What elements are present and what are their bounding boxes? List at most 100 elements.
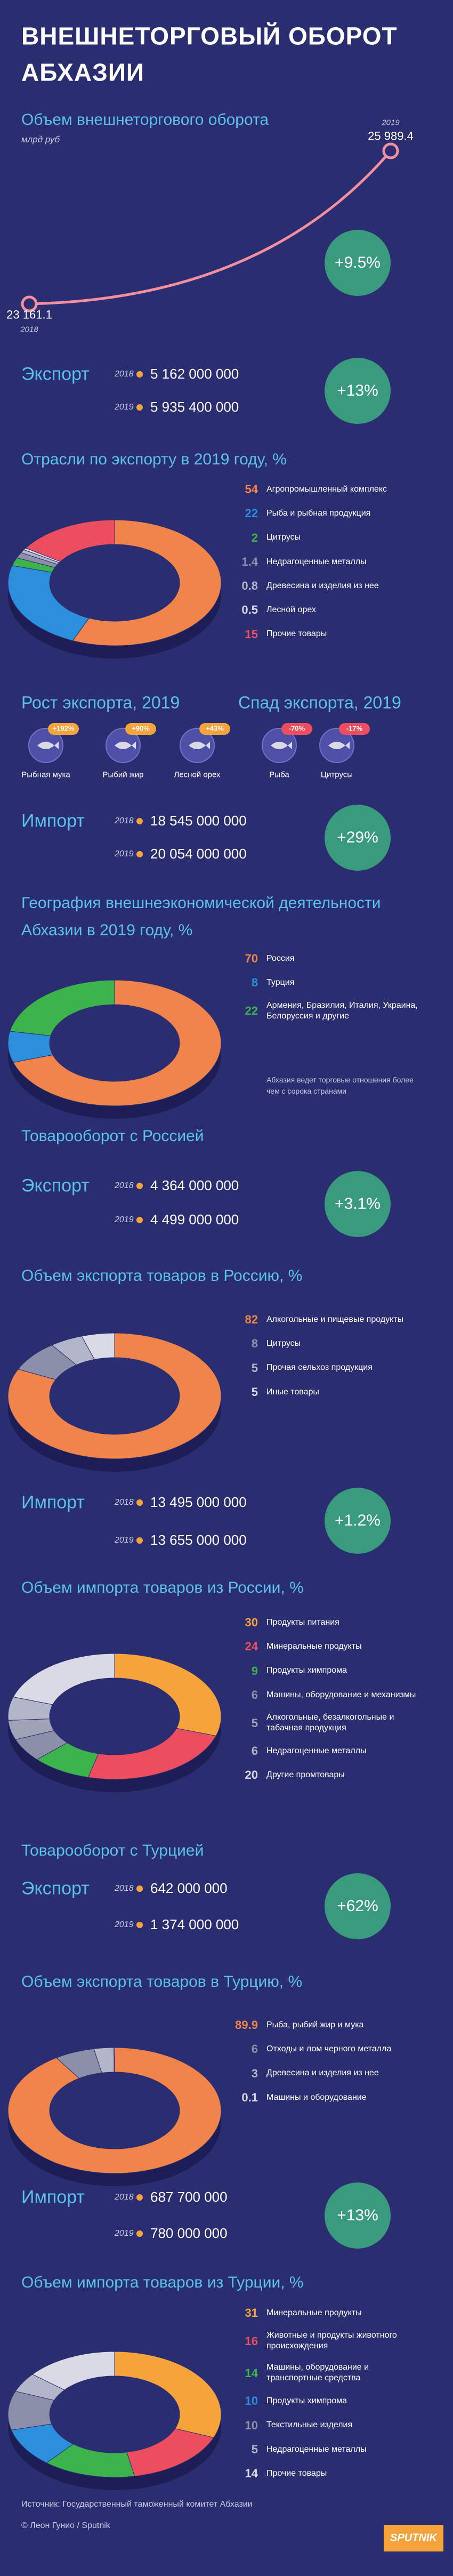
legend: 54 Агропромышленный комплекс 22 Рыба и рыбн… [224, 483, 442, 641]
amount: 13 495 000 000 [150, 1494, 247, 1511]
legend-value: 70 [245, 952, 258, 965]
legend-label: Машины и оборудование [266, 2092, 367, 2102]
legend-item: 31 Минеральные продукты [224, 2306, 442, 2320]
change-badge [281, 723, 312, 735]
year: 2018 [115, 1497, 134, 1507]
legend-label: Цитрусы [266, 533, 301, 542]
bullet [136, 1183, 143, 1189]
bullet [136, 1537, 143, 1544]
legend-item: 6 Отходы и лом черного металла [224, 2042, 442, 2056]
change-label: +43% [206, 724, 224, 733]
change-value: +1.2% [335, 1511, 381, 1529]
amount: 780 000 000 [150, 2225, 228, 2242]
legend-value: 24 [245, 1640, 258, 1654]
legend-item: 2 Цитрусы [224, 531, 442, 544]
legend-item: 5 Недрагоценные металлы [224, 2443, 442, 2456]
legend-item: 30 Продукты питания [224, 1616, 442, 1629]
change-circle [325, 805, 391, 871]
bullet [136, 818, 143, 824]
bullet [136, 2230, 143, 2237]
x-label: 2019 [382, 118, 400, 127]
donut-segment [72, 519, 222, 646]
legend-label: Машины, оборудование и транспортные сред… [266, 2363, 369, 2383]
legend-label: Продукты химпрома [266, 1666, 347, 1675]
page-title: ВНЕШНЕТОРГОВЫЙ ОБОРОТ [21, 22, 398, 50]
legend: 89.9 Рыба, рыбий жир и мука 6 Отходы и лом … [224, 2018, 442, 2104]
legend-value: 1.4 [241, 555, 258, 568]
donut-hole [50, 2072, 180, 2149]
legend-label: Продукты питания [266, 1617, 339, 1627]
icon-glyph [271, 742, 292, 749]
change-circle [325, 1171, 391, 1237]
legend-item: 82 Алкогольные и пищевые продукты [224, 1313, 442, 1326]
legend-value: 0.1 [241, 2090, 258, 2104]
chart-title: Объем экспорта товаров в Турцию, % [21, 1973, 303, 1991]
legend-value: 5 [251, 1716, 258, 1730]
legend-item: 22 Армения, Бразилия, Италия, Украина, Бе… [224, 1000, 442, 1022]
bullet [136, 371, 143, 378]
change-label: +90% [132, 724, 150, 733]
change-value: +29% [337, 828, 378, 846]
donut-hole [50, 544, 180, 621]
legend-item: 10 Продукты химпрома [224, 2394, 442, 2408]
legend-item: 3 Древесина и изделия из нее [224, 2067, 442, 2080]
legend-label: Армения, Бразилия, Италия, Украина, Бело… [266, 1000, 418, 1021]
change-badge [48, 723, 79, 735]
donut-hole [50, 1358, 180, 1434]
amount: 20 054 000 000 [150, 846, 247, 862]
growth-title: Рост экспорта, 2019 [21, 693, 180, 712]
year: 2019 [115, 1215, 134, 1224]
chart-title: Объем импорта товаров из России, % [21, 1579, 304, 1596]
change-value: +9.5% [335, 253, 381, 271]
change-circle [325, 230, 391, 296]
legend-label: Минеральные продукты [266, 1641, 362, 1651]
legend-label: Минеральные продукты [266, 2308, 362, 2317]
legend: 70 Россия 8 Турция 22 Армения, Бразилия, Итал… [224, 952, 442, 1022]
bullet [136, 1499, 143, 1506]
legend-label: Иные товары [266, 1387, 319, 1397]
legend-value: 0.5 [241, 603, 258, 617]
line-point [382, 142, 399, 159]
legend-value: 5 [251, 2442, 258, 2456]
legend: 31 Минеральные продукты 16 Животные и проду… [224, 2306, 442, 2480]
amount: 1 374 000 000 [150, 1916, 239, 1933]
legend-item: 8 Турция [224, 976, 442, 989]
legend: 30 Продукты питания 24 Минеральные продукты… [224, 1616, 442, 1782]
legend-label: Недрагоценные металлы [266, 557, 367, 566]
year: 2019 [115, 402, 134, 412]
legend-item: 8 Цитрусы [224, 1337, 442, 1350]
bullet [136, 851, 143, 857]
year: 2018 [115, 816, 134, 825]
legend-item: 1.4 Недрагоценные металлы [224, 555, 442, 568]
amount: 4 364 000 000 [150, 1177, 239, 1194]
legend-label: Недрагоценные металлы [266, 2444, 367, 2454]
legend-value: 14 [245, 2467, 258, 2481]
growth-label: Рыбий жир [102, 770, 144, 780]
legend-value: 6 [251, 1744, 258, 1758]
change-circle [325, 358, 391, 424]
legend-item: 20 Другие промтовары [224, 1768, 442, 1781]
legend-value: 0.8 [241, 579, 258, 593]
change-value: +62% [337, 1897, 378, 1915]
legend-item: 6 Недрагоценные металлы [224, 1744, 442, 1758]
section-heading: Товарооборот с Россией [21, 1127, 204, 1145]
legend-label: Древесина и изделия из нее [266, 2068, 379, 2078]
legend: 82 Алкогольные и пищевые продукты 8 Цитрусы… [224, 1313, 442, 1399]
line [29, 150, 392, 306]
legend-value: 10 [245, 2418, 258, 2432]
legend-item: 10 Текстильные изделия [224, 2419, 442, 2432]
trade-label: Импорт [21, 810, 85, 831]
amount: 5 935 400 000 [150, 399, 239, 415]
year: 2018 [115, 369, 134, 379]
trade-label: Экспорт [21, 364, 90, 384]
legend-label: Машины, оборудование и механизмы [266, 1690, 416, 1699]
note: Абхазия ведет торговые отношения более ч… [266, 1076, 414, 1095]
change-badge [199, 723, 230, 735]
legend-value: 20 [245, 1768, 258, 1782]
year: 2018 [115, 1181, 134, 1190]
growth-label: Рыбная мука [21, 770, 70, 780]
icon-glyph [189, 742, 210, 749]
donut-hole [50, 2376, 180, 2453]
x-label: 2018 [20, 325, 38, 334]
amount: 4 499 000 000 [150, 1211, 239, 1228]
